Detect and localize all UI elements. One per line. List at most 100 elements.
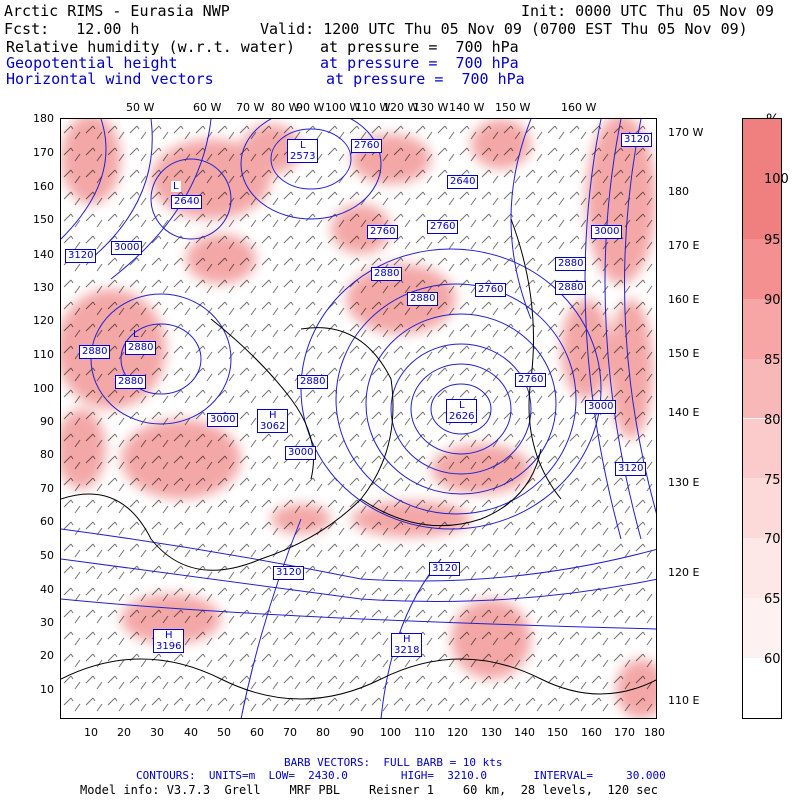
colorbar-segment xyxy=(743,538,781,599)
high-center: H 3196 xyxy=(153,629,185,653)
colorbar-segment xyxy=(743,478,781,539)
top-axis-label: 130 W xyxy=(413,101,449,114)
right-axis-label: 160 E xyxy=(668,293,700,306)
top-axis-label: 110 W xyxy=(355,101,391,114)
high-center: H 3218 xyxy=(391,633,423,657)
bottom-axis-label: 120 xyxy=(447,726,468,739)
colorbar-segment xyxy=(743,298,781,359)
contour-label: 3120 xyxy=(65,249,97,263)
bottom-axis-label: 140 xyxy=(514,726,535,739)
left-axis-label: 30 xyxy=(40,616,54,629)
left-axis-label: 180 xyxy=(33,112,54,125)
contour-label: 3120 xyxy=(429,562,461,576)
top-axis-label: 70 W xyxy=(236,101,265,114)
bottom-axis-label: 80 xyxy=(316,726,330,739)
left-axis-label: 60 xyxy=(40,515,54,528)
bottom-axis-label: 130 xyxy=(481,726,502,739)
init-time: Init: 0000 UTC Thu 05 Nov 09 xyxy=(521,2,774,20)
colorbar-segment xyxy=(743,178,781,239)
colorbar-segment xyxy=(743,418,781,479)
field-name-wind: Horizontal wind vectors xyxy=(6,70,214,88)
contour-label: 2880 xyxy=(125,341,157,355)
left-axis-label: 110 xyxy=(33,348,54,361)
colorbar-segment xyxy=(743,658,781,718)
left-axis-label: 150 xyxy=(33,213,54,226)
top-axis-label: 120 W xyxy=(383,101,419,114)
contour-label: 2880 xyxy=(555,257,587,271)
contour-label: 2760 xyxy=(475,283,507,297)
left-axis-label: 120 xyxy=(33,314,54,327)
colorbar-label: 65 xyxy=(764,592,781,607)
low-value: 2626 xyxy=(449,411,475,422)
bottom-axis-label: 20 xyxy=(117,726,131,739)
contour-label: 2880 xyxy=(407,292,439,306)
bottom-axis-label: 90 xyxy=(350,726,364,739)
top-axis-label: 160 W xyxy=(561,101,597,114)
contour-label: 2880 xyxy=(371,267,403,281)
high-symbol: H xyxy=(268,410,277,421)
colorbar-label: 85 xyxy=(764,353,781,368)
left-axis-label: 40 xyxy=(40,583,54,596)
contour-label: 3000 xyxy=(585,400,617,414)
colorbar-label: 80 xyxy=(764,413,781,428)
right-axis-label: 140 E xyxy=(668,406,700,419)
left-axis-label: 70 xyxy=(40,482,54,495)
bottom-axis-label: 170 xyxy=(614,726,635,739)
bottom-axis-label: 100 xyxy=(380,726,401,739)
left-axis-label: 160 xyxy=(33,180,54,193)
field-level-height: at pressure = 700 hPa xyxy=(320,54,519,72)
colorbar-label: 60 xyxy=(764,652,781,667)
colorbar-label: 100 xyxy=(764,172,789,187)
top-axis-label: 100 W xyxy=(325,101,361,114)
bottom-axis-label: 60 xyxy=(250,726,264,739)
top-axis-label: 150 W xyxy=(495,101,531,114)
high-center: H 3062 xyxy=(257,409,289,433)
left-axis-label: 90 xyxy=(40,415,54,428)
contour-label: 2760 xyxy=(427,220,459,234)
bottom-axis-label: 110 xyxy=(414,726,435,739)
field-name-rh: Relative humidity (w.r.t. water) xyxy=(6,38,295,56)
contour-label: 2880 xyxy=(555,281,587,295)
right-axis-label: 130 E xyxy=(668,476,700,489)
left-axis-label: 130 xyxy=(33,281,54,294)
right-axis-label: 110 E xyxy=(668,694,700,707)
valid-time: Valid: 1200 UTC Thu 05 Nov 09 (0700 EST … xyxy=(260,20,748,38)
low-symbol: L xyxy=(173,181,179,192)
right-axis-label: 170 E xyxy=(668,239,700,252)
bottom-axis-label: 10 xyxy=(84,726,98,739)
top-axis-label: 140 W xyxy=(449,101,485,114)
contour-label: 3000 xyxy=(111,241,143,255)
contour-label: 2640 xyxy=(447,175,479,189)
colorbar-segment xyxy=(743,598,781,659)
colorbar-label: 95 xyxy=(764,233,781,248)
height-contours xyxy=(61,119,656,718)
low-value: 2573 xyxy=(290,151,316,162)
right-axis-label: 170 W xyxy=(668,126,704,139)
right-axis-label: 120 E xyxy=(668,566,700,579)
map-panel: 3120 3000 2640 2760 2640 2760 2760 2880 … xyxy=(60,118,657,719)
bottom-axis-label: 180 xyxy=(644,726,665,739)
bottom-axis-label: 150 xyxy=(547,726,568,739)
low-center: L2880 xyxy=(131,329,141,340)
contour-label: 2880 xyxy=(115,375,147,389)
contour-label: 2880 xyxy=(79,345,111,359)
contour-label: 3000 xyxy=(207,413,239,427)
contour-label: 3000 xyxy=(591,225,623,239)
field-level-rh: at pressure = 700 hPa xyxy=(320,38,519,56)
contour-label: 2760 xyxy=(515,373,547,387)
low-center: L2647 xyxy=(171,181,181,192)
colorbar-label: 70 xyxy=(764,532,781,547)
contour-label: 3120 xyxy=(615,462,647,476)
model-info: Model info: V3.7.3 Grell MRF PBL Reisner… xyxy=(80,783,658,797)
left-axis-label: 10 xyxy=(40,683,54,696)
left-axis-label: 100 xyxy=(33,382,54,395)
colorbar-label: 90 xyxy=(764,293,781,308)
high-symbol: H xyxy=(402,634,411,645)
contour-label: 2880 xyxy=(297,375,329,389)
bottom-axis-label: 160 xyxy=(581,726,602,739)
right-axis-label: 150 E xyxy=(668,347,700,360)
low-symbol: L xyxy=(133,329,139,340)
top-axis-label: 80 W xyxy=(271,101,300,114)
high-value: 3062 xyxy=(260,421,286,432)
colorbar-segment xyxy=(743,119,781,179)
